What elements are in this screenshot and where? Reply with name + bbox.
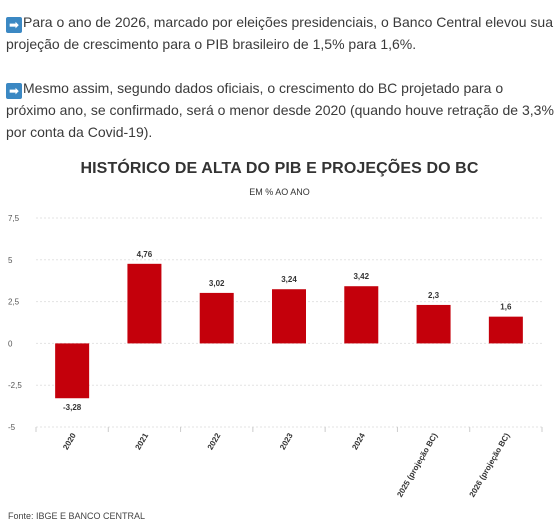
x-tick-label: 2021: [133, 431, 150, 451]
bar: [199, 292, 234, 344]
bar: [344, 286, 379, 344]
data-label: 3,42: [353, 272, 369, 281]
chart-subtitle: EM % AO ANO: [249, 187, 310, 197]
y-tick-label: 2,5: [8, 298, 20, 307]
y-tick-label: 5: [8, 256, 13, 265]
data-label: 3,24: [281, 275, 297, 284]
x-tick-label: 2026 (projeção BC): [468, 431, 512, 499]
right-arrow-icon: ➡: [6, 83, 22, 99]
chart-source: Fonte: IBGE E BANCO CENTRAL: [8, 511, 146, 521]
paragraph-1-text: Para o ano de 2026, marcado por eleições…: [6, 14, 553, 52]
article-paragraph-2: ➡ Mesmo assim, segundo dados oficiais, o …: [6, 77, 554, 143]
bar: [488, 316, 523, 344]
data-label: 2,3: [428, 291, 440, 300]
data-label: 1,6: [500, 303, 512, 312]
bar: [416, 304, 451, 344]
article-paragraph-1: ➡ Para o ano de 2026, marcado por eleiçõe…: [6, 11, 554, 55]
data-label: 4,76: [137, 250, 153, 259]
x-tick-label: 2025 (projeção BC): [395, 431, 439, 499]
y-tick-label: -5: [8, 423, 16, 432]
x-tick-label: 2024: [350, 431, 367, 451]
bar: [127, 263, 162, 344]
x-tick-label: 2020: [61, 431, 78, 451]
y-tick-label: 0: [8, 339, 13, 348]
y-tick-label: 7,5: [8, 214, 20, 223]
chart-title: HISTÓRICO DE ALTA DO PIB E PROJEÇÕES DO …: [80, 160, 479, 177]
data-label: 3,02: [209, 279, 225, 288]
x-tick-label: 2022: [206, 431, 223, 451]
y-tick-label: -2,5: [8, 381, 22, 390]
data-label: -3,28: [63, 403, 82, 412]
right-arrow-icon: ➡: [6, 17, 22, 33]
bar: [55, 343, 90, 399]
paragraph-2-text: Mesmo assim, segundo dados oficiais, o c…: [6, 80, 554, 140]
bar: [272, 289, 306, 344]
x-tick-label: 2023: [278, 431, 295, 451]
